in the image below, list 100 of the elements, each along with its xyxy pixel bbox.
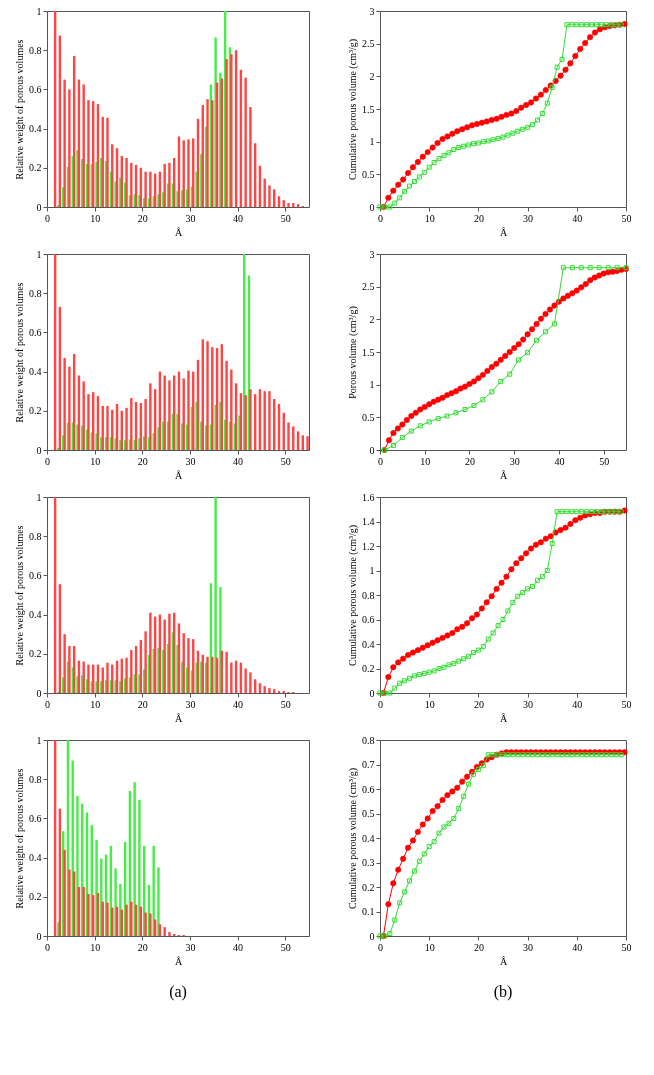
y-tick-label: 0.3 — [361, 857, 374, 868]
y-axis-title: Cumulative porous volume (cm³/g) — [346, 38, 359, 181]
x-tick-label: 0 — [377, 698, 383, 710]
x-tick-label: 10 — [424, 941, 435, 953]
text: (a) — [169, 983, 187, 1001]
x-tick-label: 30 — [509, 455, 520, 467]
x-tick-label: 0 — [45, 212, 50, 224]
y-axis-title: Relative weight of porous volumes — [14, 39, 25, 180]
y-axis-title: Cumulative porous volume (cm³/g) — [346, 767, 359, 910]
x-tick-label: 40 — [233, 212, 244, 224]
y-tick-label: 0.2 — [29, 648, 42, 660]
y-tick-label: 1 — [369, 379, 375, 391]
x-axis-title: Å — [499, 226, 508, 238]
y-tick-label: 0.5 — [361, 168, 374, 180]
y-tick-label: 2 — [369, 313, 375, 325]
y-tick-label: 0.5 — [362, 411, 375, 423]
y-tick-label: 0.2 — [361, 881, 374, 893]
y-tick-label: 0.5 — [361, 808, 374, 819]
y-tick-label: 1.6 — [361, 491, 374, 503]
x-tick-label: 0 — [45, 698, 50, 710]
x-tick-label: 30 — [185, 212, 196, 224]
y-axis-title: Relative weight of porous volumes — [14, 282, 25, 423]
x-tick-label: 10 — [420, 455, 431, 467]
y-tick-label: 1.5 — [362, 346, 375, 358]
x-axis-title: Å — [174, 469, 183, 481]
y-tick-label: 0.8 — [29, 773, 42, 785]
x-tick-label: 0 — [377, 941, 383, 953]
x-tick-label: 20 — [137, 941, 148, 953]
x-tick-label: 40 — [233, 698, 244, 710]
x-tick-label: 20 — [473, 698, 484, 710]
y-tick-label: 0.6 — [361, 614, 374, 625]
x-tick-label: 0 — [378, 455, 383, 467]
y-tick-label: 0.4 — [361, 832, 374, 844]
y-tick-label: 0.8 — [29, 530, 42, 542]
x-tick-label: 50 — [280, 455, 291, 467]
y-tick-label: 0 — [36, 687, 42, 699]
x-tick-label: 20 — [473, 941, 484, 953]
y-tick-label: 3 — [369, 248, 375, 260]
x-tick-label: 10 — [90, 455, 101, 467]
x-tick-label: 50 — [280, 698, 291, 710]
x-tick-label: 20 — [473, 212, 484, 224]
y-tick-label: 0.4 — [29, 852, 42, 864]
x-tick-label: 10 — [90, 212, 101, 224]
y-tick-label: 1.4 — [361, 516, 374, 527]
y-tick-label: 1 — [369, 136, 374, 148]
x-tick-label: 50 — [599, 455, 610, 467]
y-tick-label: 0.8 — [361, 734, 374, 746]
y-tick-label: 0.4 — [29, 366, 42, 378]
y-tick-label: 1 — [36, 734, 42, 746]
y-tick-label: 1.2 — [361, 540, 374, 552]
x-axis-title: Å — [174, 226, 183, 238]
y-tick-label: 0.2 — [29, 405, 42, 417]
x-tick-label: 20 — [137, 698, 148, 710]
x-tick-label: 50 — [280, 941, 291, 953]
y-tick-label: 1.5 — [361, 103, 374, 115]
y-tick-label: 0.6 — [361, 783, 374, 795]
x-axis-title: Å — [499, 712, 508, 724]
y-tick-label: 0.2 — [29, 891, 42, 903]
x-tick-label: 30 — [522, 212, 533, 224]
y-tick-label: 0.8 — [29, 44, 42, 56]
y-tick-label: 3 — [369, 5, 374, 17]
x-tick-label: 0 — [45, 941, 50, 953]
x-tick-label: 0 — [45, 455, 50, 467]
x-axis-title: Å — [499, 469, 508, 481]
y-tick-label: 2 — [369, 70, 374, 82]
x-axis-title: Å — [174, 955, 183, 967]
y-tick-label: 0.8 — [361, 589, 374, 601]
x-tick-label: 40 — [571, 941, 582, 953]
y-tick-label: 0.2 — [29, 162, 42, 174]
y-tick-label: 1 — [36, 5, 42, 17]
y-tick-label: 0.6 — [29, 569, 42, 581]
x-tick-label: 30 — [522, 941, 533, 953]
x-tick-label: 40 — [571, 212, 582, 224]
x-tick-label: 10 — [90, 698, 101, 710]
y-tick-label: 0.8 — [29, 287, 42, 299]
y-axis-title: Cumulative porous volume (cm³/g) — [346, 524, 359, 667]
y-tick-label: 1 — [36, 248, 42, 260]
x-tick-label: 10 — [90, 941, 101, 953]
x-tick-label: 40 — [233, 941, 244, 953]
y-tick-label: 0.1 — [361, 906, 374, 917]
y-axis-title: Relative weight of porous volumes — [14, 768, 25, 909]
y-tick-label: 0.6 — [29, 812, 42, 824]
x-tick-label: 30 — [522, 698, 533, 710]
x-tick-label: 50 — [621, 698, 631, 710]
x-tick-label: 20 — [464, 455, 475, 467]
y-axis-title: Relative weight of porous volumes — [14, 525, 25, 666]
x-tick-label: 30 — [185, 941, 196, 953]
x-axis-title: Å — [499, 955, 508, 967]
y-tick-label: 0.4 — [29, 123, 42, 135]
text: (b) — [493, 983, 512, 1001]
y-tick-label: 0 — [36, 201, 42, 213]
y-tick-label: 0.6 — [29, 83, 42, 95]
x-tick-label: 50 — [621, 212, 631, 224]
y-tick-label: 0.7 — [361, 759, 374, 770]
y-tick-label: 0.4 — [361, 638, 374, 650]
x-tick-label: 20 — [137, 212, 148, 224]
x-tick-label: 50 — [280, 212, 291, 224]
x-tick-label: 10 — [424, 212, 435, 224]
x-tick-label: 50 — [621, 941, 631, 953]
y-tick-label: 0 — [369, 444, 375, 456]
